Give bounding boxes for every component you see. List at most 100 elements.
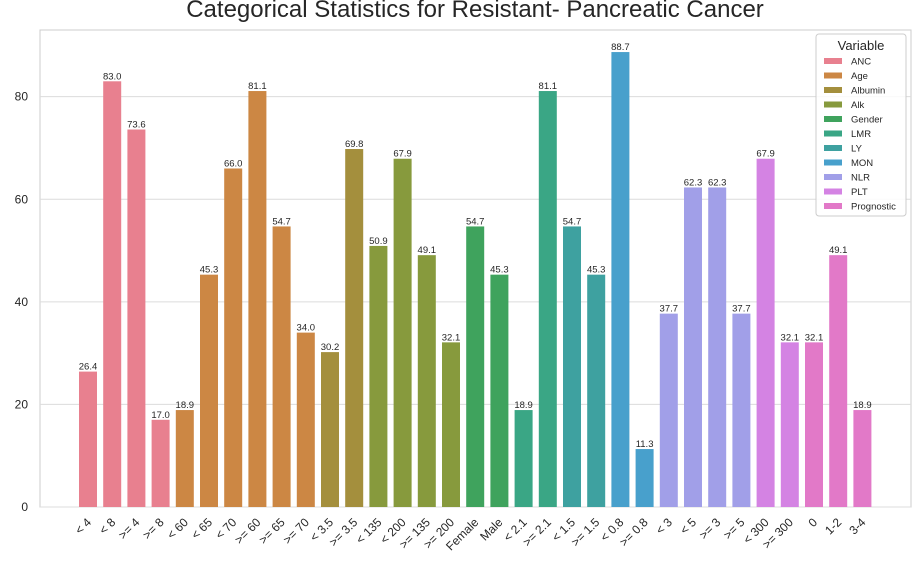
x-tick-label: >= 60 — [232, 515, 264, 547]
legend-item: ANC — [851, 57, 871, 68]
data-label: 45.3 — [490, 265, 509, 276]
data-label: 83.0 — [103, 71, 122, 82]
bar — [805, 342, 823, 507]
x-tick-label: >= 3.5 — [326, 515, 360, 549]
chart-title: Categorical Statistics for Resistant- Pa… — [186, 0, 764, 23]
data-label: 49.1 — [418, 245, 437, 256]
data-label: 54.7 — [563, 216, 582, 227]
data-label: 66.0 — [224, 158, 243, 169]
bar — [296, 332, 315, 507]
data-label: 32.1 — [442, 332, 461, 343]
data-label: 54.7 — [466, 216, 485, 227]
data-label: 11.3 — [636, 439, 654, 450]
data-label: 32.1 — [805, 332, 824, 343]
x-tick-label: 1-2 — [822, 515, 844, 537]
data-label: 67.9 — [393, 149, 412, 160]
bar — [151, 419, 170, 507]
x-tick-label: >= 8 — [140, 515, 167, 542]
data-label: 67.9 — [756, 149, 775, 160]
data-label: 49.1 — [829, 245, 848, 256]
legend-swatch — [824, 159, 842, 166]
x-tick-label: < 60 — [164, 515, 191, 542]
x-tick-label: < 8 — [96, 515, 118, 537]
bar — [393, 158, 412, 507]
x-tick-label: >= 0.8 — [617, 515, 651, 549]
data-label: 81.1 — [248, 81, 267, 92]
legend-item: LY — [851, 144, 863, 155]
data-label: 18.9 — [853, 400, 872, 411]
legend-swatch — [824, 145, 842, 151]
x-tick-label: < 3 — [653, 515, 675, 537]
bar — [708, 187, 727, 507]
bar — [417, 255, 436, 507]
legend-item: Albumin — [851, 86, 885, 97]
bar — [248, 91, 267, 507]
bar — [538, 91, 557, 507]
legend-box — [815, 33, 907, 217]
legend-swatch — [824, 58, 842, 64]
x-tick-label: 0 — [805, 515, 820, 530]
bar — [79, 371, 97, 507]
data-label: 17.0 — [151, 410, 170, 421]
bar — [369, 245, 388, 507]
bar — [272, 226, 291, 507]
x-tick-label: < 4 — [72, 515, 94, 537]
bar — [780, 342, 799, 507]
data-label: 30.2 — [321, 342, 340, 353]
bar — [103, 81, 122, 508]
bar — [732, 313, 751, 507]
data-label: 62.3 — [708, 177, 727, 188]
legend-swatch — [824, 101, 842, 108]
data-label: 45.3 — [200, 265, 219, 276]
x-tick-label: >= 65 — [256, 515, 288, 547]
data-label: 37.7 — [732, 304, 751, 315]
bar — [514, 410, 533, 507]
legend-item: Age — [851, 71, 868, 82]
legend-item: PLT — [851, 187, 868, 198]
y-tick-label: 0 — [21, 500, 28, 514]
legend-item: Gender — [851, 115, 883, 126]
data-label: 32.1 — [781, 332, 800, 343]
data-label: 69.8 — [345, 139, 364, 150]
x-tick-label: >= 4 — [116, 515, 143, 542]
bar — [127, 129, 146, 507]
data-label: 37.7 — [660, 304, 679, 315]
bar — [490, 274, 509, 507]
legend-item: Prognostic — [851, 202, 896, 213]
y-tick-label: 20 — [15, 397, 29, 411]
data-label: 50.9 — [369, 236, 388, 247]
bar — [684, 187, 702, 507]
data-label: 34.0 — [297, 323, 316, 334]
bar — [853, 410, 872, 507]
legend-swatch — [824, 203, 842, 209]
legend-item: LMR — [851, 129, 871, 140]
bar — [756, 158, 775, 507]
legend-swatch — [824, 72, 842, 79]
legend-swatch — [824, 116, 842, 122]
legend-item: NLR — [851, 173, 870, 184]
legend-swatch — [824, 188, 842, 195]
legend-swatch — [824, 87, 842, 93]
data-label: 73.6 — [127, 120, 146, 131]
data-label: 88.7 — [611, 42, 630, 53]
bar — [442, 342, 460, 507]
bar — [200, 274, 218, 507]
y-tick-label: 60 — [15, 192, 29, 206]
x-tick-label: Male — [477, 515, 506, 544]
x-tick-label: >= 3 — [696, 515, 723, 542]
data-label: 62.3 — [684, 177, 703, 188]
bar — [224, 168, 243, 507]
data-label: 54.7 — [272, 216, 291, 227]
bar — [175, 410, 194, 507]
x-tick-label: < 5 — [677, 515, 699, 537]
bar — [829, 255, 848, 507]
x-tick-label: >= 2.1 — [520, 515, 554, 549]
bar — [659, 313, 678, 507]
legend-swatch — [824, 130, 842, 137]
legend-item: Alk — [851, 100, 864, 111]
data-label: 18.9 — [514, 400, 533, 411]
legend-swatch — [824, 174, 842, 180]
x-tick-label: >= 1.5 — [568, 515, 602, 549]
